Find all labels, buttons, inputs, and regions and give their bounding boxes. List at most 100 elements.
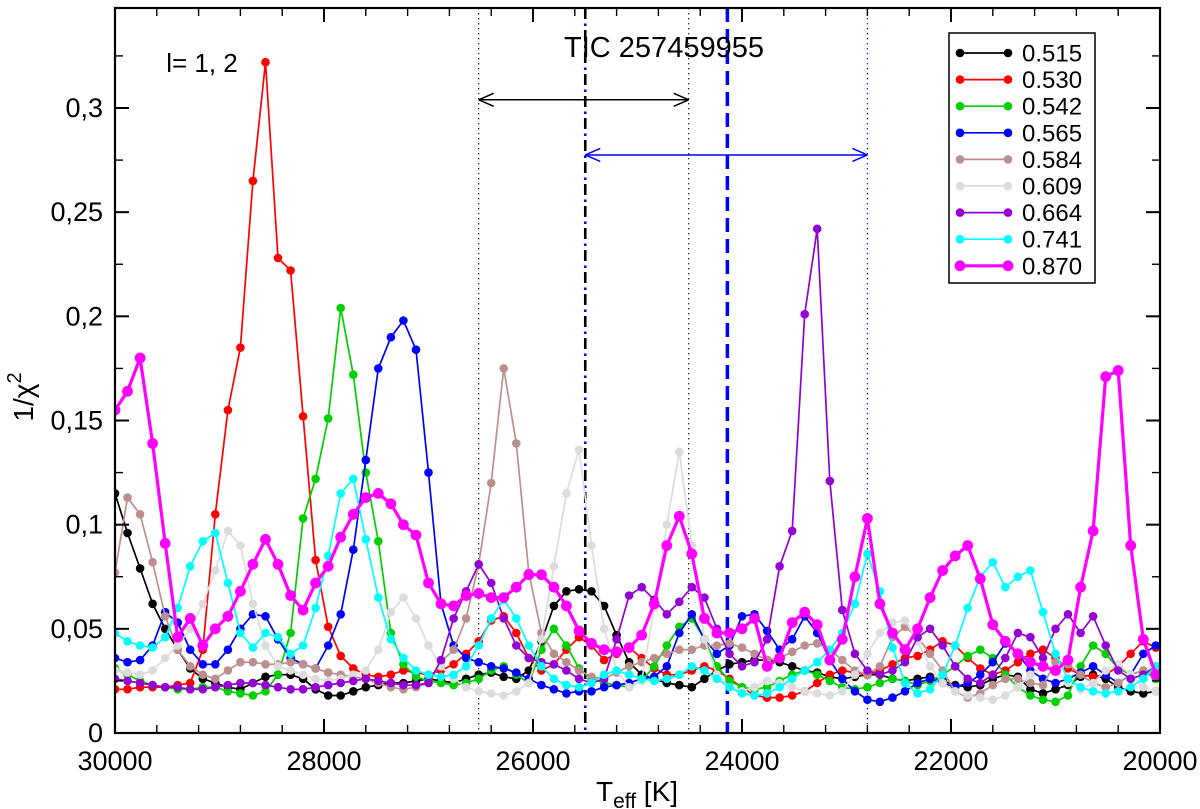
data-point bbox=[336, 678, 346, 688]
data-point bbox=[687, 645, 697, 654]
data-point bbox=[135, 678, 145, 688]
data-point bbox=[1013, 628, 1023, 638]
data-point bbox=[925, 624, 935, 634]
data-point bbox=[298, 641, 308, 650]
data-point bbox=[298, 685, 308, 694]
data-point bbox=[599, 601, 609, 611]
data-point bbox=[523, 569, 535, 581]
data-point bbox=[700, 666, 709, 675]
data-point bbox=[599, 670, 609, 679]
data-point bbox=[950, 641, 960, 650]
data-point bbox=[123, 637, 132, 646]
data-point bbox=[976, 670, 985, 679]
data-point bbox=[737, 662, 747, 671]
data-point bbox=[1026, 632, 1035, 642]
data-point bbox=[222, 610, 234, 622]
legend-marker bbox=[1003, 101, 1013, 111]
data-point bbox=[286, 649, 295, 659]
data-point bbox=[900, 657, 910, 667]
data-point bbox=[398, 519, 409, 531]
data-point bbox=[322, 560, 334, 572]
data-point bbox=[662, 520, 672, 529]
data-point bbox=[1088, 687, 1098, 696]
data-point bbox=[800, 666, 809, 675]
data-point bbox=[147, 438, 159, 449]
data-point bbox=[850, 599, 860, 609]
data-point bbox=[925, 674, 935, 684]
data-point bbox=[449, 660, 458, 669]
data-point bbox=[1076, 682, 1085, 692]
legend-entry-0.609: 0.609 bbox=[955, 174, 1082, 201]
data-point bbox=[587, 678, 596, 688]
data-point bbox=[1088, 641, 1098, 650]
data-point bbox=[323, 680, 333, 690]
data-point bbox=[512, 614, 521, 623]
data-point bbox=[863, 549, 872, 559]
data-point bbox=[1001, 674, 1010, 684]
legend-marker bbox=[955, 208, 965, 217]
data-point bbox=[336, 691, 346, 700]
data-point bbox=[236, 689, 245, 698]
data-point bbox=[172, 631, 184, 643]
data-point bbox=[248, 657, 258, 667]
data-point bbox=[273, 253, 283, 263]
data-point bbox=[461, 653, 471, 663]
data-point bbox=[286, 666, 295, 675]
data-point bbox=[661, 540, 673, 551]
data-point bbox=[411, 680, 421, 690]
legend-entry-0.664: 0.664 bbox=[955, 200, 1082, 227]
data-point bbox=[725, 660, 734, 669]
data-point bbox=[549, 674, 559, 684]
chart-title: TIC 257459955 bbox=[564, 32, 764, 64]
legend-label: 0.609 bbox=[1022, 174, 1082, 201]
data-point bbox=[875, 678, 885, 688]
data-point bbox=[1037, 660, 1049, 672]
data-point bbox=[675, 447, 684, 457]
data-point bbox=[675, 628, 684, 638]
data-point bbox=[824, 654, 836, 666]
data-point bbox=[687, 682, 697, 692]
data-point bbox=[512, 641, 521, 650]
data-point bbox=[360, 492, 372, 503]
data-point bbox=[888, 643, 897, 652]
data-point bbox=[173, 641, 182, 650]
data-point bbox=[976, 678, 985, 688]
data-point bbox=[374, 537, 383, 546]
data-point bbox=[699, 613, 710, 624]
data-point bbox=[236, 343, 245, 352]
data-point bbox=[800, 687, 809, 696]
data-point bbox=[775, 682, 784, 692]
mode-annotation: l= 1, 2 bbox=[166, 48, 238, 78]
double-arrow bbox=[478, 92, 690, 107]
data-point bbox=[499, 614, 509, 623]
data-point bbox=[849, 571, 861, 583]
data-point bbox=[725, 676, 734, 686]
data-point bbox=[963, 603, 972, 613]
data-point bbox=[311, 474, 320, 484]
data-point bbox=[461, 662, 471, 671]
data-point bbox=[624, 591, 634, 600]
data-point bbox=[612, 680, 621, 690]
data-point bbox=[411, 666, 421, 675]
data-point bbox=[1076, 628, 1085, 638]
data-point bbox=[134, 352, 146, 364]
range-arrows bbox=[478, 92, 868, 163]
data-point bbox=[273, 682, 283, 692]
data-point bbox=[286, 685, 295, 694]
data-point bbox=[474, 657, 484, 667]
data-point bbox=[323, 641, 333, 650]
legend-marker bbox=[1003, 128, 1013, 138]
data-point bbox=[424, 678, 433, 688]
data-point bbox=[1101, 682, 1110, 692]
data-point bbox=[374, 645, 383, 654]
data-point bbox=[485, 592, 497, 603]
data-point bbox=[599, 624, 609, 634]
data-point bbox=[750, 682, 759, 692]
data-point bbox=[549, 660, 559, 669]
data-point bbox=[725, 682, 734, 692]
data-point bbox=[799, 606, 811, 618]
data-point bbox=[160, 653, 170, 663]
data-point bbox=[988, 657, 998, 667]
data-point bbox=[372, 488, 384, 499]
legend-entry-0.565: 0.565 bbox=[955, 120, 1082, 147]
